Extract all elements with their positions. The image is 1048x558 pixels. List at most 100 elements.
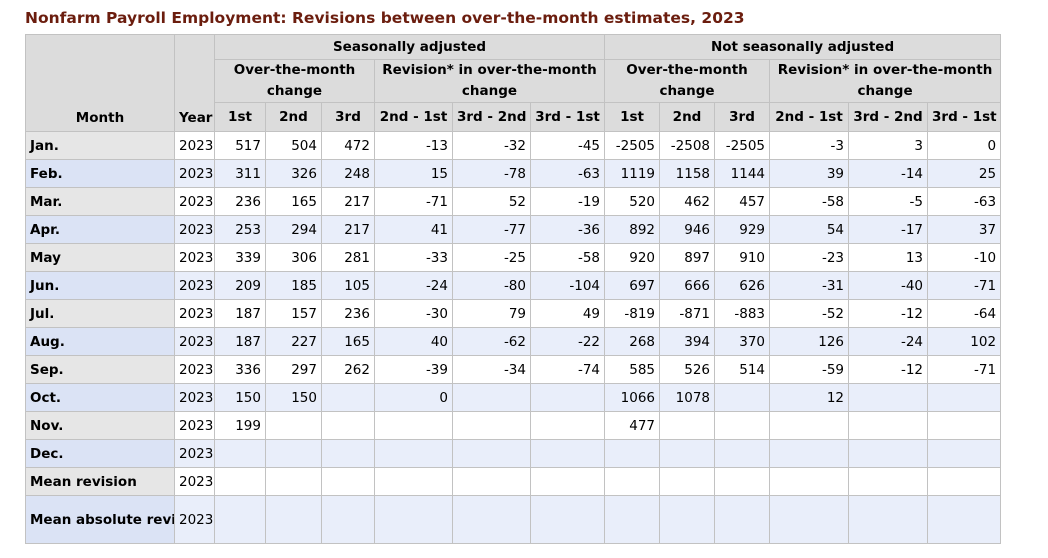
value-cell: -33 — [374, 243, 453, 272]
table-row: Apr. 2023 253 294 217 41 -77 -36 892 946 929 54 -17 3… — [25, 215, 1002, 244]
sa-3rd-1st-header: 3rd - 1st — [529, 102, 606, 132]
row-label: Feb. — [25, 159, 175, 188]
sa-3rd-2nd-header: 3rd - 2nd — [452, 102, 531, 132]
year-cell: 2023 — [174, 439, 215, 468]
value-cell: 40 — [374, 327, 453, 356]
value-cell — [769, 467, 850, 496]
nsa-2nd-header: 2nd — [659, 102, 716, 132]
value-cell — [769, 495, 850, 544]
value-cell — [714, 439, 771, 468]
value-cell: -14 — [848, 159, 929, 188]
value-cell: -17 — [848, 215, 929, 244]
year-cell: 2023 — [174, 495, 215, 544]
value-cell — [927, 467, 1002, 496]
revisions-table: Month Year Seasonally adjusted Not seaso… — [25, 34, 1002, 544]
value-cell — [604, 495, 661, 544]
value-cell: 199 — [214, 411, 266, 440]
row-label: Mean revision — [25, 467, 175, 496]
value-cell: 1144 — [714, 159, 771, 188]
nsa-3rd-2nd-header: 3rd - 2nd — [848, 102, 929, 132]
value-cell: 339 — [214, 243, 266, 272]
table-row: Mean revision 2023 — [25, 467, 1002, 496]
value-cell: -24 — [848, 327, 929, 356]
value-cell: -819 — [604, 299, 661, 328]
value-cell — [321, 411, 375, 440]
value-cell: 697 — [604, 271, 661, 300]
year-cell: 2023 — [174, 187, 215, 216]
value-cell — [529, 495, 606, 544]
value-cell — [321, 495, 375, 544]
value-cell — [769, 411, 850, 440]
value-cell: 236 — [321, 299, 375, 328]
value-cell: 0 — [927, 131, 1002, 160]
value-cell — [604, 467, 661, 496]
value-cell: 217 — [321, 215, 375, 244]
value-cell — [604, 439, 661, 468]
value-cell: 326 — [265, 159, 322, 188]
value-cell — [927, 439, 1002, 468]
value-cell: -40 — [848, 271, 929, 300]
table-row: Mar. 2023 236 165 217 -71 52 -19 520 462 457 -58 -5-… — [25, 187, 1002, 216]
year-cell: 2023 — [174, 131, 215, 160]
value-cell — [848, 411, 929, 440]
value-cell: 1158 — [659, 159, 716, 188]
table-row: Dec. 2023 — [25, 439, 1002, 468]
nsa-3rd-1st-header: 3rd - 1st — [927, 102, 1002, 132]
value-cell: 929 — [714, 215, 771, 244]
value-cell: 297 — [265, 355, 322, 384]
value-cell: 920 — [604, 243, 661, 272]
value-cell — [529, 411, 606, 440]
value-cell: 49 — [529, 299, 606, 328]
value-cell: 262 — [321, 355, 375, 384]
value-cell: 311 — [214, 159, 266, 188]
table-row: Sep. 2023 336 297 262 -39 -34 -74 585 526 514 -59 -1… — [25, 355, 1002, 384]
value-cell — [529, 467, 606, 496]
value-cell: -78 — [452, 159, 531, 188]
value-cell — [321, 467, 375, 496]
value-cell: 157 — [265, 299, 322, 328]
value-cell: -52 — [769, 299, 850, 328]
value-cell: 626 — [714, 271, 771, 300]
value-cell: -45 — [529, 131, 606, 160]
value-cell: 370 — [714, 327, 771, 356]
value-cell: -883 — [714, 299, 771, 328]
value-cell: 150 — [214, 383, 266, 412]
value-cell: -22 — [529, 327, 606, 356]
sa-otm-change-header: Over-the-month change — [214, 59, 375, 103]
value-cell: 3 — [848, 131, 929, 160]
value-cell: -12 — [848, 355, 929, 384]
value-cell: 39 — [769, 159, 850, 188]
row-label: May — [25, 243, 175, 272]
value-cell: 54 — [769, 215, 850, 244]
value-cell: -74 — [529, 355, 606, 384]
value-cell: -59 — [769, 355, 850, 384]
value-cell — [714, 467, 771, 496]
year-cell: 2023 — [174, 243, 215, 272]
table-row: Aug. 2023 187 227 165 40 -62 -22 268 394 370 126 -24… — [25, 327, 1002, 356]
row-label: Oct. — [25, 383, 175, 412]
table-body: Jan. 2023 517 504 472 -13 -32 -45 -2505 -2508 -250… — [25, 131, 1002, 544]
row-label: Mean absolute revision — [25, 495, 175, 544]
value-cell — [848, 495, 929, 544]
value-cell: 217 — [321, 187, 375, 216]
row-label: Sep. — [25, 355, 175, 384]
row-label: Apr. — [25, 215, 175, 244]
value-cell — [848, 439, 929, 468]
value-cell: 477 — [604, 411, 661, 440]
value-cell: -104 — [529, 271, 606, 300]
value-cell — [374, 439, 453, 468]
value-cell — [214, 439, 266, 468]
value-cell — [659, 411, 716, 440]
sa-revision-header: Revision* in over-the-month change — [373, 59, 606, 103]
value-cell: 209 — [214, 271, 266, 300]
year-cell: 2023 — [174, 411, 215, 440]
value-cell — [265, 467, 322, 496]
value-cell: -71 — [927, 271, 1002, 300]
value-cell: -39 — [374, 355, 453, 384]
value-cell — [769, 439, 850, 468]
value-cell — [374, 467, 453, 496]
value-cell — [374, 495, 453, 544]
value-cell: 79 — [452, 299, 531, 328]
value-cell: 666 — [659, 271, 716, 300]
